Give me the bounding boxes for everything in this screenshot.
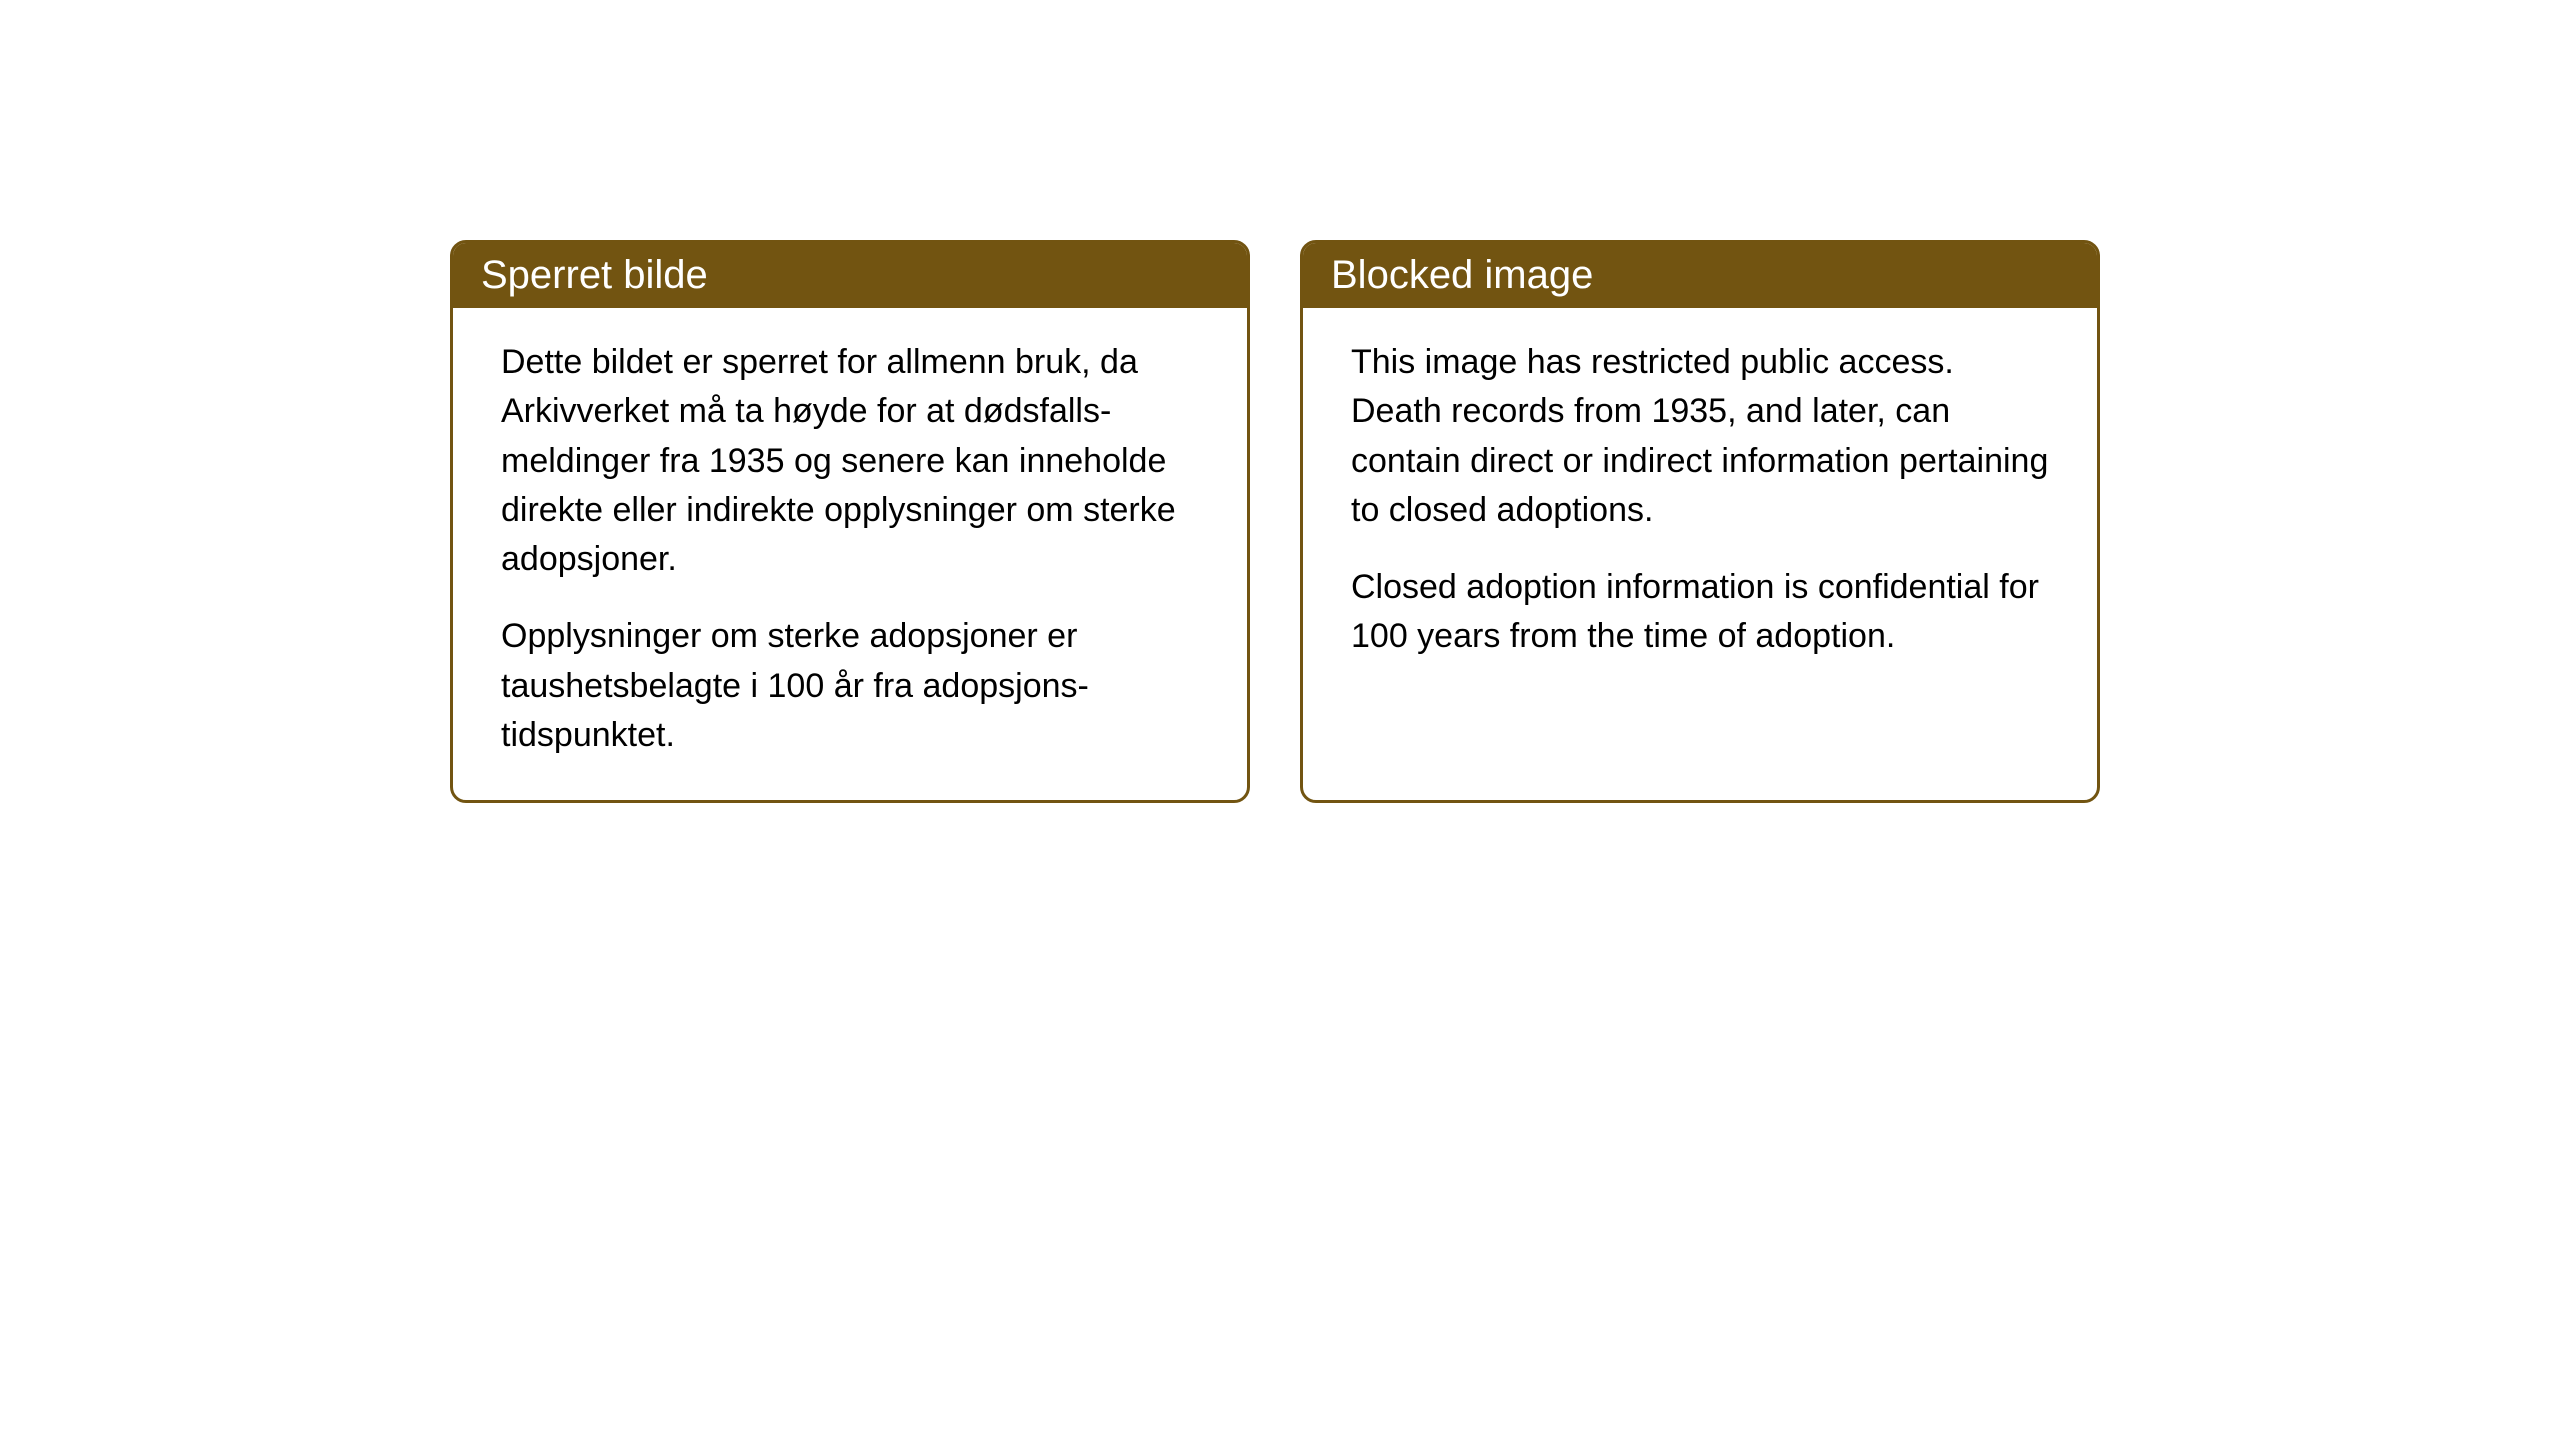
notice-card-english: Blocked image This image has restricted … (1300, 240, 2100, 803)
card-header-norwegian: Sperret bilde (453, 243, 1247, 308)
notice-card-norwegian: Sperret bilde Dette bildet er sperret fo… (450, 240, 1250, 803)
card-body-norwegian: Dette bildet er sperret for allmenn bruk… (453, 308, 1247, 800)
card-title-english: Blocked image (1331, 253, 1593, 297)
card-title-norwegian: Sperret bilde (481, 253, 708, 297)
card-paragraph-english-2: Closed adoption information is confident… (1351, 563, 2049, 662)
card-paragraph-norwegian-2: Opplysninger om sterke adopsjoner er tau… (501, 612, 1199, 760)
card-header-english: Blocked image (1303, 243, 2097, 308)
card-paragraph-norwegian-1: Dette bildet er sperret for allmenn bruk… (501, 338, 1199, 584)
card-paragraph-english-1: This image has restricted public access.… (1351, 338, 2049, 535)
card-body-english: This image has restricted public access.… (1303, 308, 2097, 702)
notice-container: Sperret bilde Dette bildet er sperret fo… (450, 240, 2100, 803)
